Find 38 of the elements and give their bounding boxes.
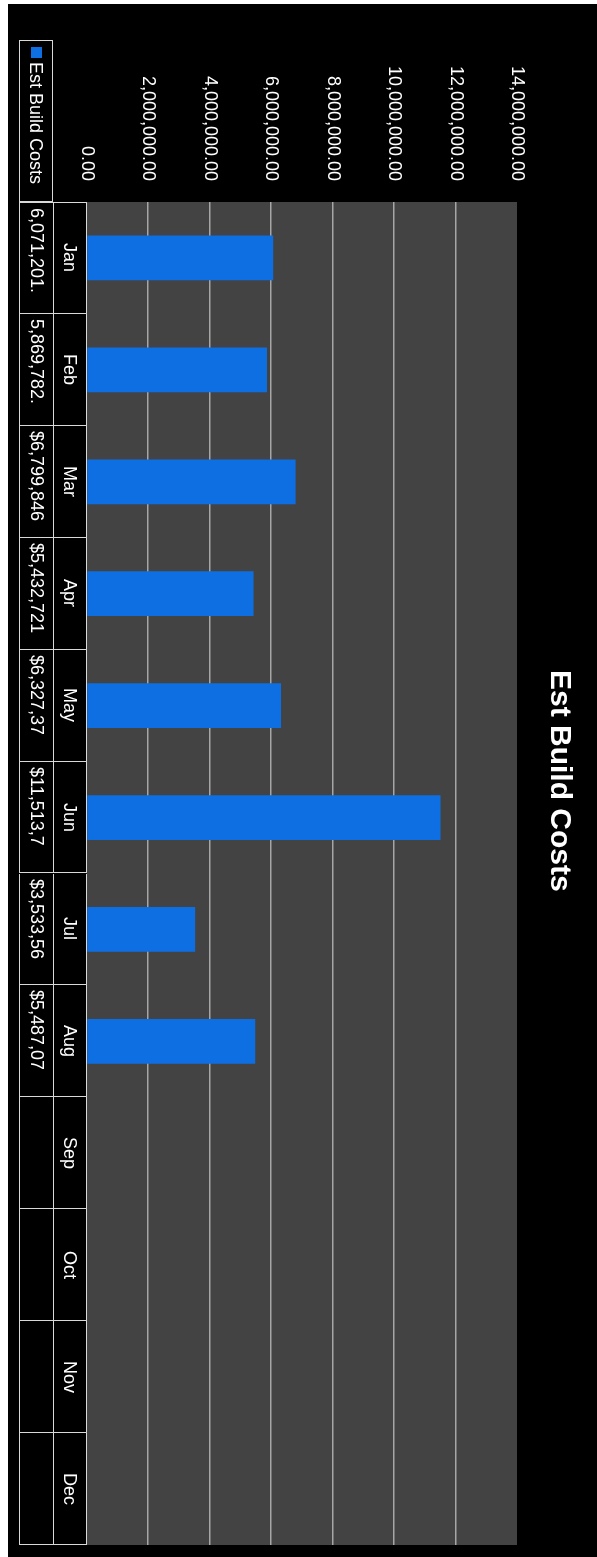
bar — [87, 459, 296, 505]
legend-label: Est Build Costs — [26, 62, 46, 185]
y-tick-label: Aug — [59, 1024, 80, 1057]
bar — [87, 683, 282, 729]
data-label: $5,432,721 — [26, 542, 47, 633]
x-tick-label: 12,000,000.00 — [446, 65, 467, 181]
data-label: 6,071,201. — [26, 208, 47, 294]
x-tick-label: 2,000,000.00 — [139, 75, 160, 181]
data-label: $6,799,846 — [26, 430, 47, 521]
y-tick-label: Nov — [59, 1360, 80, 1393]
x-tick-label: 0.00 — [77, 145, 98, 181]
bar — [87, 795, 441, 840]
y-tick-label: Jan — [59, 243, 80, 273]
bar — [87, 571, 254, 617]
text: Est Build Costs — [545, 669, 578, 892]
y-tick-label: Jun — [59, 802, 80, 832]
y-tick-label: May — [59, 688, 80, 723]
y-tick-label: Jul — [59, 917, 80, 941]
data-label: $11,513,7 — [26, 766, 47, 846]
x-tick-label: 6,000,000.00 — [262, 75, 283, 181]
x-tick-label: 14,000,000.00 — [508, 65, 529, 181]
y-tick-label: Mar — [59, 465, 80, 497]
bar — [87, 235, 274, 281]
bar — [87, 1018, 256, 1064]
data-label: 5,869,782. — [26, 318, 47, 404]
x-tick-label: 8,000,000.00 — [323, 75, 344, 181]
y-tick-label: Sep — [59, 1136, 80, 1169]
x-tick-label: 4,000,000.00 — [200, 75, 221, 181]
bar — [87, 347, 267, 393]
y-tick-label: Feb — [59, 353, 80, 385]
bar — [87, 907, 196, 952]
data-label: $3,533,56 — [26, 878, 47, 959]
data-label: $5,487,07 — [26, 990, 47, 1071]
y-tick-label: Dec — [59, 1472, 80, 1505]
y-tick-label: Apr — [59, 579, 80, 608]
data-label: $6,327,37 — [26, 654, 47, 735]
x-tick-label: 10,000,000.00 — [385, 65, 406, 181]
y-tick-label: Oct — [59, 1250, 80, 1279]
